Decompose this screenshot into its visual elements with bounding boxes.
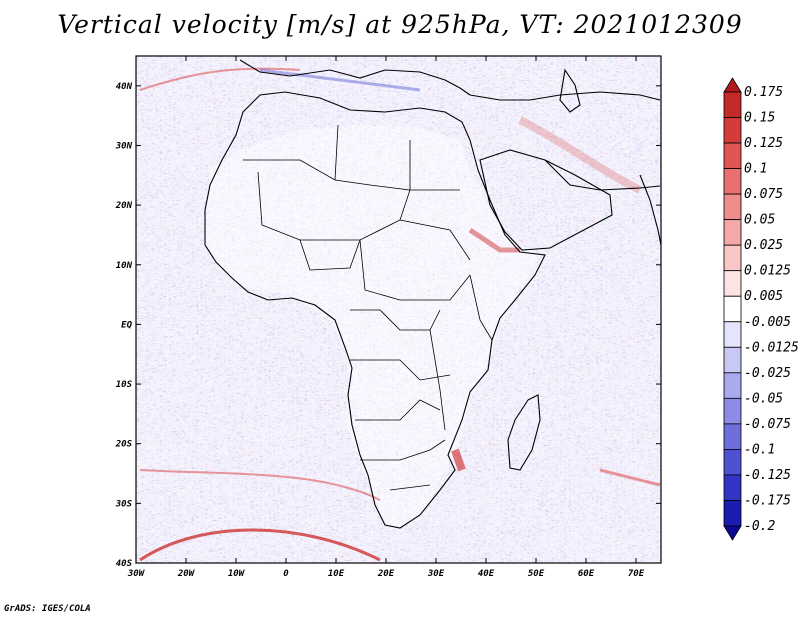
colorbar-label: -0.05 <box>744 391 783 406</box>
lat-tick-label: 30S <box>115 499 133 509</box>
lat-tick-label: 40N <box>116 82 133 92</box>
colorbar-swatch <box>723 142 742 169</box>
lat-tick-label: 40S <box>116 559 133 569</box>
longitude-axis: 30W 20W 10W 0 10E 20E 30E 40E 50E 60E 70E <box>127 56 645 579</box>
colorbar-label: -0.025 <box>744 366 791 381</box>
country-borders <box>243 124 493 491</box>
map-frame <box>135 55 662 564</box>
colorbar-swatch <box>723 168 742 195</box>
colorbar-label: 0.1 <box>744 162 767 177</box>
lon-tick-label: 10W <box>228 569 246 579</box>
lon-tick-label: 30E <box>427 569 445 579</box>
colorbar-swatch <box>723 270 742 297</box>
colorbar-label: -0.075 <box>744 417 791 432</box>
colorbar-swatch <box>723 500 742 527</box>
colorbar-label: 0.075 <box>744 187 783 202</box>
colorbar-swatch <box>723 193 742 221</box>
colorbar-swatch <box>723 474 742 501</box>
lat-tick-label: 30N <box>115 141 133 151</box>
lon-tick-label: 20E <box>377 569 395 579</box>
colorbar-label: -0.125 <box>744 468 791 483</box>
colorbar-label: -0.0125 <box>744 340 799 355</box>
map-title: Vertical velocity [m/s] at 925hPa, VT: 2… <box>57 10 743 39</box>
colorbar-label: 0.125 <box>744 136 783 151</box>
colorbar-label: 0.175 <box>744 85 783 100</box>
lon-tick-label: 60E <box>578 569 595 579</box>
lon-tick-label: 30W <box>127 569 146 579</box>
colorbar-swatch <box>723 346 742 374</box>
colorbar-label: 0.025 <box>744 238 783 253</box>
latitude-axis: 40N 30N 20N 10N EQ 10S 20S 30S 40S <box>115 82 661 569</box>
colorbar-swatch <box>723 244 742 272</box>
lat-tick-label: 20S <box>115 440 133 450</box>
lat-tick-label: 10S <box>116 380 133 390</box>
colorbar-label: 0.05 <box>744 213 775 228</box>
colorbar-label: -0.1 <box>744 442 775 457</box>
colorbar-swatch <box>723 117 742 144</box>
colorbar-swatch <box>723 397 742 425</box>
lon-tick-label: 70E <box>628 569 645 579</box>
colorbar-label: 0.0125 <box>744 264 791 279</box>
colorbar-label: 0.15 <box>744 111 775 126</box>
lon-tick-label: 0 <box>283 569 289 579</box>
colorbar: 0.175 0.15 0.125 0.1 0.075 0.05 0.025 0.0125 0.0… <box>723 77 799 541</box>
colorbar-label: -0.005 <box>744 315 791 330</box>
lon-tick-label: 40E <box>478 569 495 579</box>
lat-tick-label: EQ <box>121 320 132 330</box>
colorbar-swatch <box>723 295 742 323</box>
lon-tick-label: 20W <box>177 569 196 579</box>
colorbar-swatch <box>723 91 742 118</box>
colorbar-label: -0.175 <box>744 493 791 508</box>
lon-tick-label: 50E <box>528 569 545 579</box>
grads-credit: GrADS: IGES/COLA <box>4 604 91 614</box>
colorbar-swatch <box>723 423 742 450</box>
vertical-velocity-field <box>136 56 661 563</box>
colorbar-label: -0.2 <box>744 519 775 534</box>
colorbar-swatch <box>723 219 742 246</box>
colorbar-top-arrow <box>723 77 742 93</box>
colorbar-swatch <box>723 372 742 399</box>
lat-tick-label: 20N <box>115 201 133 211</box>
colorbar-swatch <box>723 321 742 348</box>
colorbar-bottom-arrow <box>723 525 742 541</box>
colorbar-label: 0.005 <box>744 289 783 304</box>
coastline <box>204 59 661 529</box>
colorbar-swatch <box>723 449 742 476</box>
lon-tick-label: 10E <box>328 569 345 579</box>
lat-tick-label: 10N <box>116 261 133 271</box>
